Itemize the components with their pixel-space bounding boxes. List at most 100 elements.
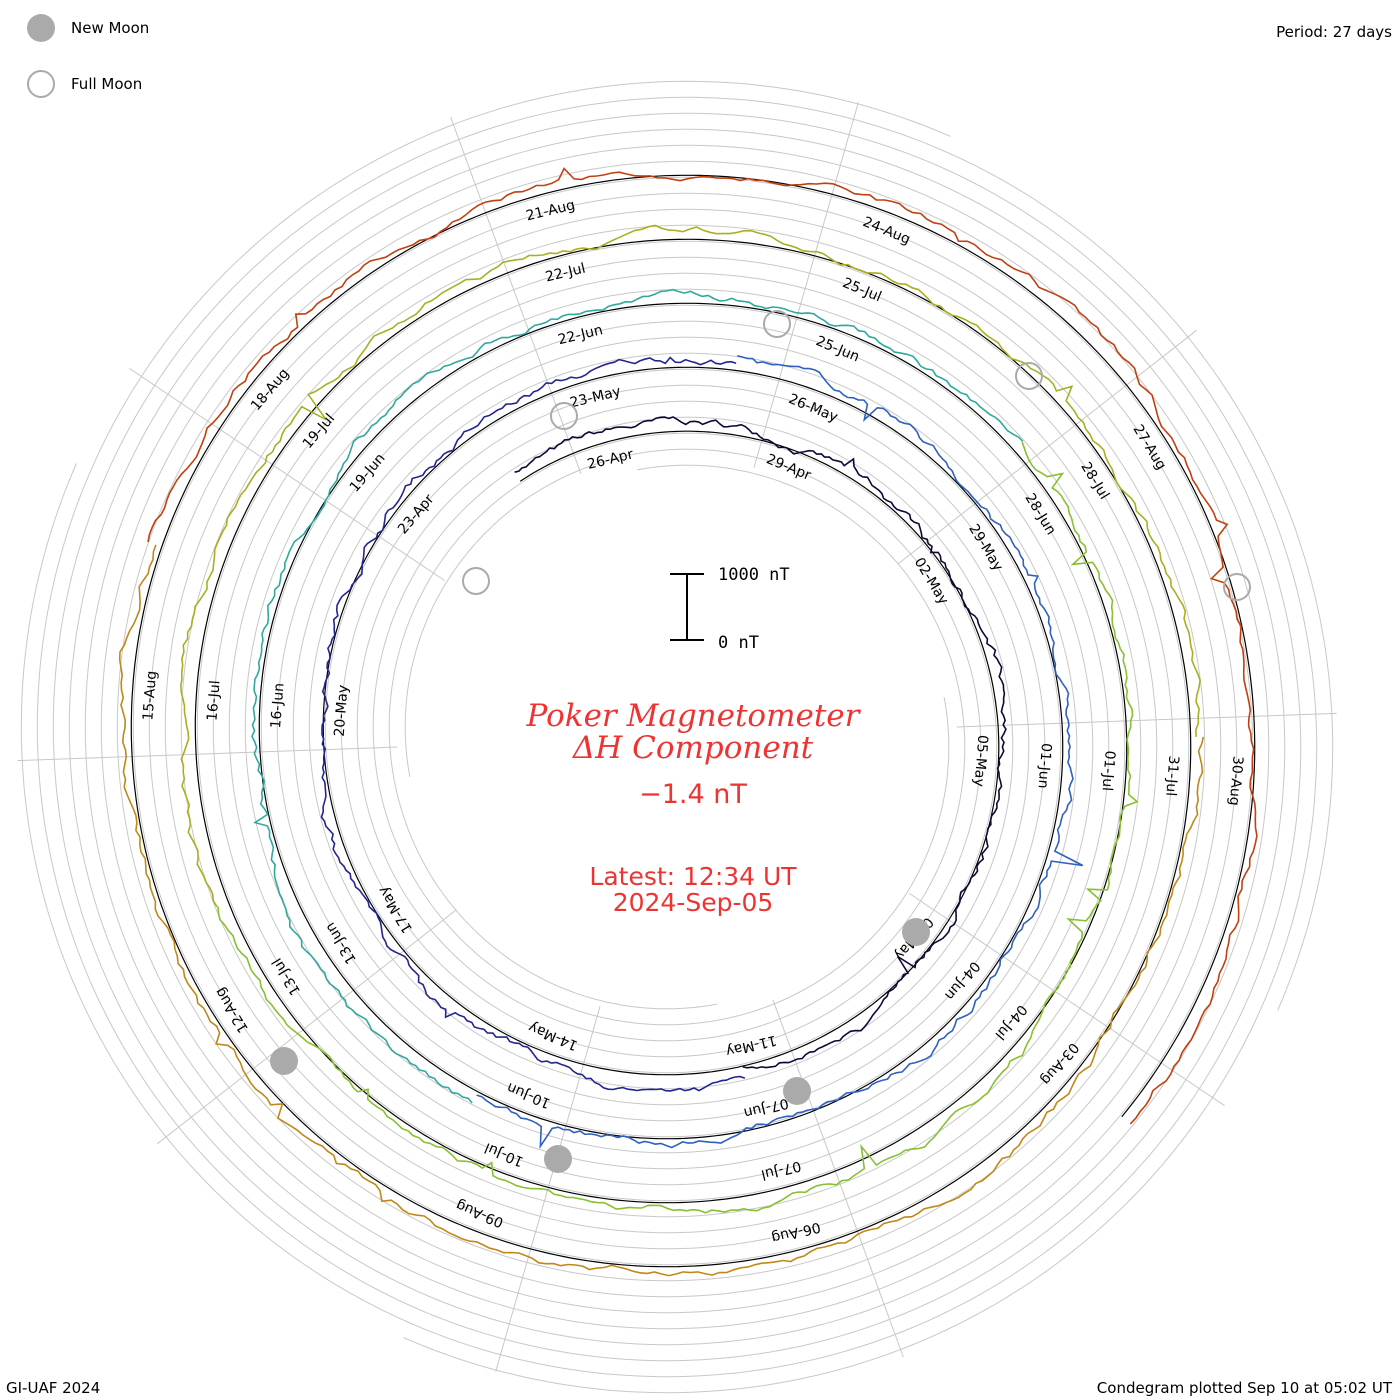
grid-layer: [17, 80, 1337, 1394]
baseline-layer: [130, 174, 1256, 1268]
grid-arc: [148, 256, 1174, 1250]
new-moon-marker: [783, 1077, 811, 1105]
grid-arc: [340, 441, 982, 1058]
data-trace-4: [251, 288, 1024, 1104]
grid-spoke: [129, 368, 446, 582]
new-moon-marker: [544, 1145, 572, 1173]
grid-arc: [52, 160, 1270, 1346]
legend-full-moon: Full Moon: [27, 70, 142, 98]
scale-bar: [670, 573, 704, 641]
grid-arc: [164, 272, 1158, 1234]
legend-new-moon: New Moon: [27, 14, 149, 42]
scale-bottom-label: 0 nT: [718, 633, 759, 653]
latest-time: Latest: 12:34 UT: [589, 862, 797, 891]
moon-marker-layer: [270, 310, 1251, 1173]
date-label: 27-Aug: [1129, 422, 1169, 473]
grid-spoke: [495, 1006, 601, 1372]
grid-arc: [116, 224, 1206, 1282]
footer-credit: GI-UAF 2024: [6, 1379, 101, 1397]
date-label: 01-Jun: [1035, 742, 1055, 789]
grid-arc: [353, 112, 1318, 1394]
new-moon-marker: [902, 918, 930, 946]
grid-arc: [260, 368, 1062, 1138]
grid-spoke: [897, 329, 1198, 565]
grid-arc: [292, 400, 1030, 1106]
grid-arc: [68, 176, 1254, 1330]
baseline-spiral: [130, 174, 1256, 1268]
date-label: 13-Jun: [322, 919, 359, 966]
current-value: −1.4 nT: [639, 779, 747, 810]
data-trace-6: [180, 224, 1201, 908]
date-label: 06-Aug: [770, 1218, 822, 1245]
grid-arc: [276, 384, 1046, 1122]
legend-new-moon-label: New Moon: [71, 19, 150, 37]
full-moon-marker: [550, 402, 578, 430]
series-layer: [118, 167, 1258, 1277]
grid-arc: [132, 240, 1190, 1266]
grid-arc: [100, 208, 1222, 1298]
data-trace-1: [514, 416, 1007, 1069]
grid-arc: [345, 96, 1334, 1011]
grid-arc: [388, 482, 718, 1010]
date-label: 22-Jun: [556, 322, 604, 348]
grid-spoke: [956, 712, 1337, 728]
scale-top-label: 1000 nT: [718, 565, 790, 585]
full-moon-icon: [27, 70, 55, 98]
grid-arc: [84, 192, 1238, 1314]
date-label: 18-Aug: [248, 366, 293, 414]
grid-spoke: [753, 102, 859, 468]
date-label: 29-May: [965, 522, 1006, 575]
grid-spoke: [17, 746, 398, 762]
new-moon-icon: [27, 14, 55, 42]
data-trace-8: [147, 167, 1258, 1125]
grid-arc: [404, 496, 530, 778]
date-label: 16-Jun: [268, 682, 288, 729]
data-trace-7: [118, 544, 1205, 1277]
latest-date: 2024-Sep-05: [613, 888, 774, 917]
full-moon-marker: [1015, 362, 1043, 390]
date-label: 04-Jun: [941, 958, 983, 1003]
full-moon-marker: [1223, 573, 1251, 601]
grid-arc: [212, 320, 1110, 1186]
footer-plotted: Condegram plotted Sep 10 at 05:02 UT: [1096, 1379, 1392, 1397]
date-label: 01-Jul: [1099, 750, 1118, 792]
grid-arc: [324, 427, 998, 1074]
date-label: 15-Aug: [140, 670, 160, 721]
period-label: Period: 27 days: [1276, 23, 1392, 41]
title-line2: ΔH Component: [572, 730, 814, 766]
title-line1: Poker Magnetometer: [526, 698, 862, 734]
data-trace-2: [320, 356, 746, 1092]
date-label: 29-Apr: [764, 451, 814, 484]
date-label: 04-Jul: [991, 1001, 1029, 1042]
date-label: 23-Apr: [395, 491, 438, 537]
grid-arc: [36, 144, 1286, 1362]
grid-arc: [337, 80, 951, 184]
date-label: 19-Jun: [347, 450, 389, 495]
new-moon-marker: [270, 1047, 298, 1075]
grid-arc: [244, 352, 1078, 1154]
grid-arc: [180, 288, 1142, 1218]
grid-spoke: [450, 116, 582, 475]
data-trace-3: [476, 355, 1084, 1150]
data-trace-5: [217, 441, 1139, 1214]
date-label: 26-Apr: [586, 446, 635, 473]
date-label: 05-May: [970, 734, 990, 787]
full-moon-marker: [763, 310, 791, 338]
date-label: 20-May: [332, 684, 352, 737]
date-label: 23-May: [568, 384, 622, 412]
date-label: 22-Jul: [544, 260, 587, 285]
date-label: 07-Jul: [759, 1157, 802, 1182]
date-label: 11-May: [724, 1032, 778, 1060]
date-label: 19-Jul: [300, 411, 338, 452]
grid-arc: [196, 304, 1126, 1202]
grid-arc: [20, 128, 1302, 1378]
date-label: 31-Jul: [1162, 755, 1181, 797]
date-label: 21-Aug: [524, 197, 576, 224]
date-label: 16-Jul: [204, 680, 223, 722]
date-label: 25-Jul: [840, 275, 884, 305]
grid-arc: [308, 414, 1014, 1090]
legend-full-moon-label: Full Moon: [71, 75, 143, 93]
date-label: 30-Aug: [1226, 755, 1246, 806]
grid-spoke: [156, 909, 457, 1145]
